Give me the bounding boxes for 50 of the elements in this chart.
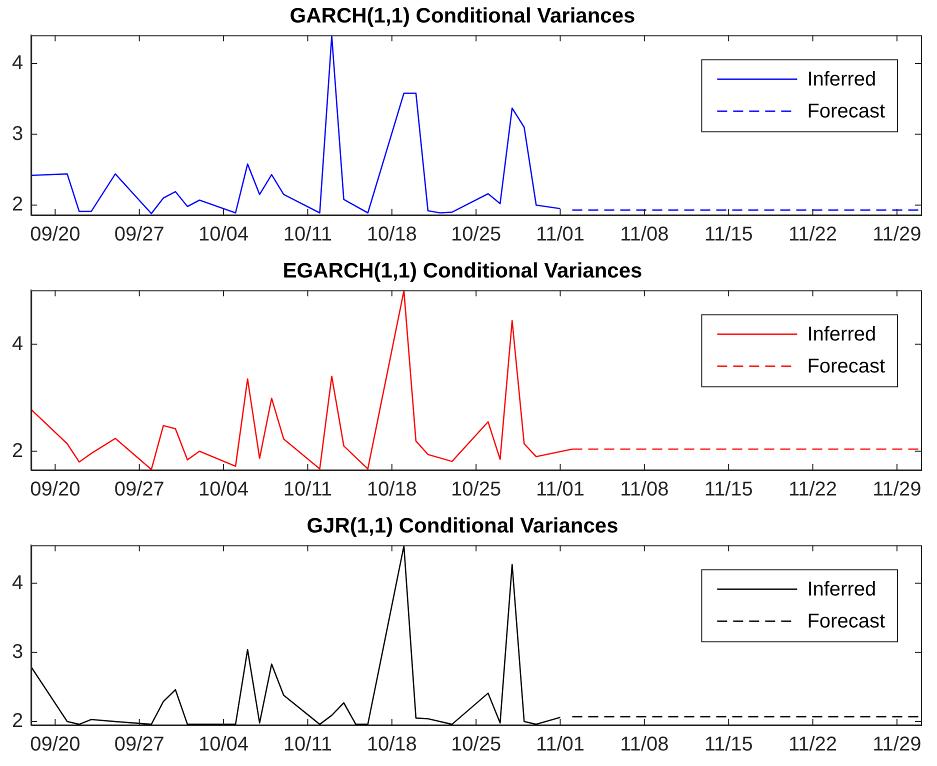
x-tick-label: 11/01 bbox=[536, 478, 585, 501]
x-tick-label: 10/18 bbox=[366, 478, 417, 501]
x-tick-label: 11/15 bbox=[704, 478, 753, 501]
y-tick-label: 3 bbox=[12, 640, 24, 663]
x-tick-label: 10/25 bbox=[451, 734, 502, 756]
x-tick-label: 10/11 bbox=[283, 734, 332, 756]
x-tick-label: 09/20 bbox=[30, 478, 80, 501]
x-tick-label: 09/27 bbox=[114, 224, 164, 246]
y-tick-label: 2 bbox=[12, 194, 24, 216]
x-tick-label: 11/29 bbox=[872, 224, 922, 246]
x-tick-label: 10/04 bbox=[198, 478, 249, 501]
x-tick-label: 10/11 bbox=[283, 224, 332, 246]
x-tick-label: 11/22 bbox=[788, 478, 838, 501]
x-tick-label: 11/15 bbox=[704, 224, 753, 246]
x-tick-label: 10/04 bbox=[198, 224, 249, 246]
legend-label: Inferred bbox=[807, 68, 876, 91]
y-tick-label: 2 bbox=[12, 710, 24, 732]
x-tick-label: 11/22 bbox=[788, 224, 838, 246]
x-tick-label: 09/27 bbox=[114, 478, 164, 501]
legend-label: Forecast bbox=[807, 356, 886, 378]
y-tick-label: 4 bbox=[12, 572, 24, 594]
x-tick-label: 11/08 bbox=[620, 734, 669, 756]
x-tick-label: 11/08 bbox=[620, 478, 669, 501]
y-tick-label: 3 bbox=[12, 122, 24, 145]
x-tick-label: 10/18 bbox=[366, 734, 417, 756]
x-tick-label: 11/22 bbox=[788, 734, 838, 756]
chart-title: GJR(1,1) Conditional Variances bbox=[306, 514, 618, 538]
x-tick-label: 11/15 bbox=[704, 734, 753, 756]
x-tick-label: 11/29 bbox=[872, 478, 922, 501]
x-tick-label: 11/29 bbox=[872, 734, 922, 756]
x-tick-label: 10/04 bbox=[198, 734, 249, 756]
x-tick-label: 10/25 bbox=[451, 224, 502, 246]
y-tick-label: 4 bbox=[12, 332, 24, 355]
x-tick-label: 09/20 bbox=[30, 734, 80, 756]
x-tick-label: 10/18 bbox=[366, 224, 417, 246]
x-tick-label: 09/27 bbox=[114, 734, 164, 756]
chart-title: GARCH(1,1) Conditional Variances bbox=[290, 4, 636, 28]
x-tick-label: 11/08 bbox=[620, 224, 669, 246]
chart-title: EGARCH(1,1) Conditional Variances bbox=[282, 259, 642, 282]
y-tick-label: 4 bbox=[12, 52, 24, 74]
legend-label: Forecast bbox=[807, 100, 886, 123]
y-tick-label: 2 bbox=[12, 440, 24, 462]
legend-label: Inferred bbox=[807, 578, 876, 601]
x-tick-label: 10/11 bbox=[283, 478, 332, 501]
legend-label: Inferred bbox=[807, 324, 876, 346]
x-tick-label: 11/01 bbox=[536, 734, 585, 756]
legend-label: Forecast bbox=[807, 610, 886, 633]
x-tick-label: 09/20 bbox=[30, 224, 80, 246]
x-tick-label: 10/25 bbox=[451, 478, 502, 501]
x-tick-label: 11/01 bbox=[536, 224, 585, 246]
